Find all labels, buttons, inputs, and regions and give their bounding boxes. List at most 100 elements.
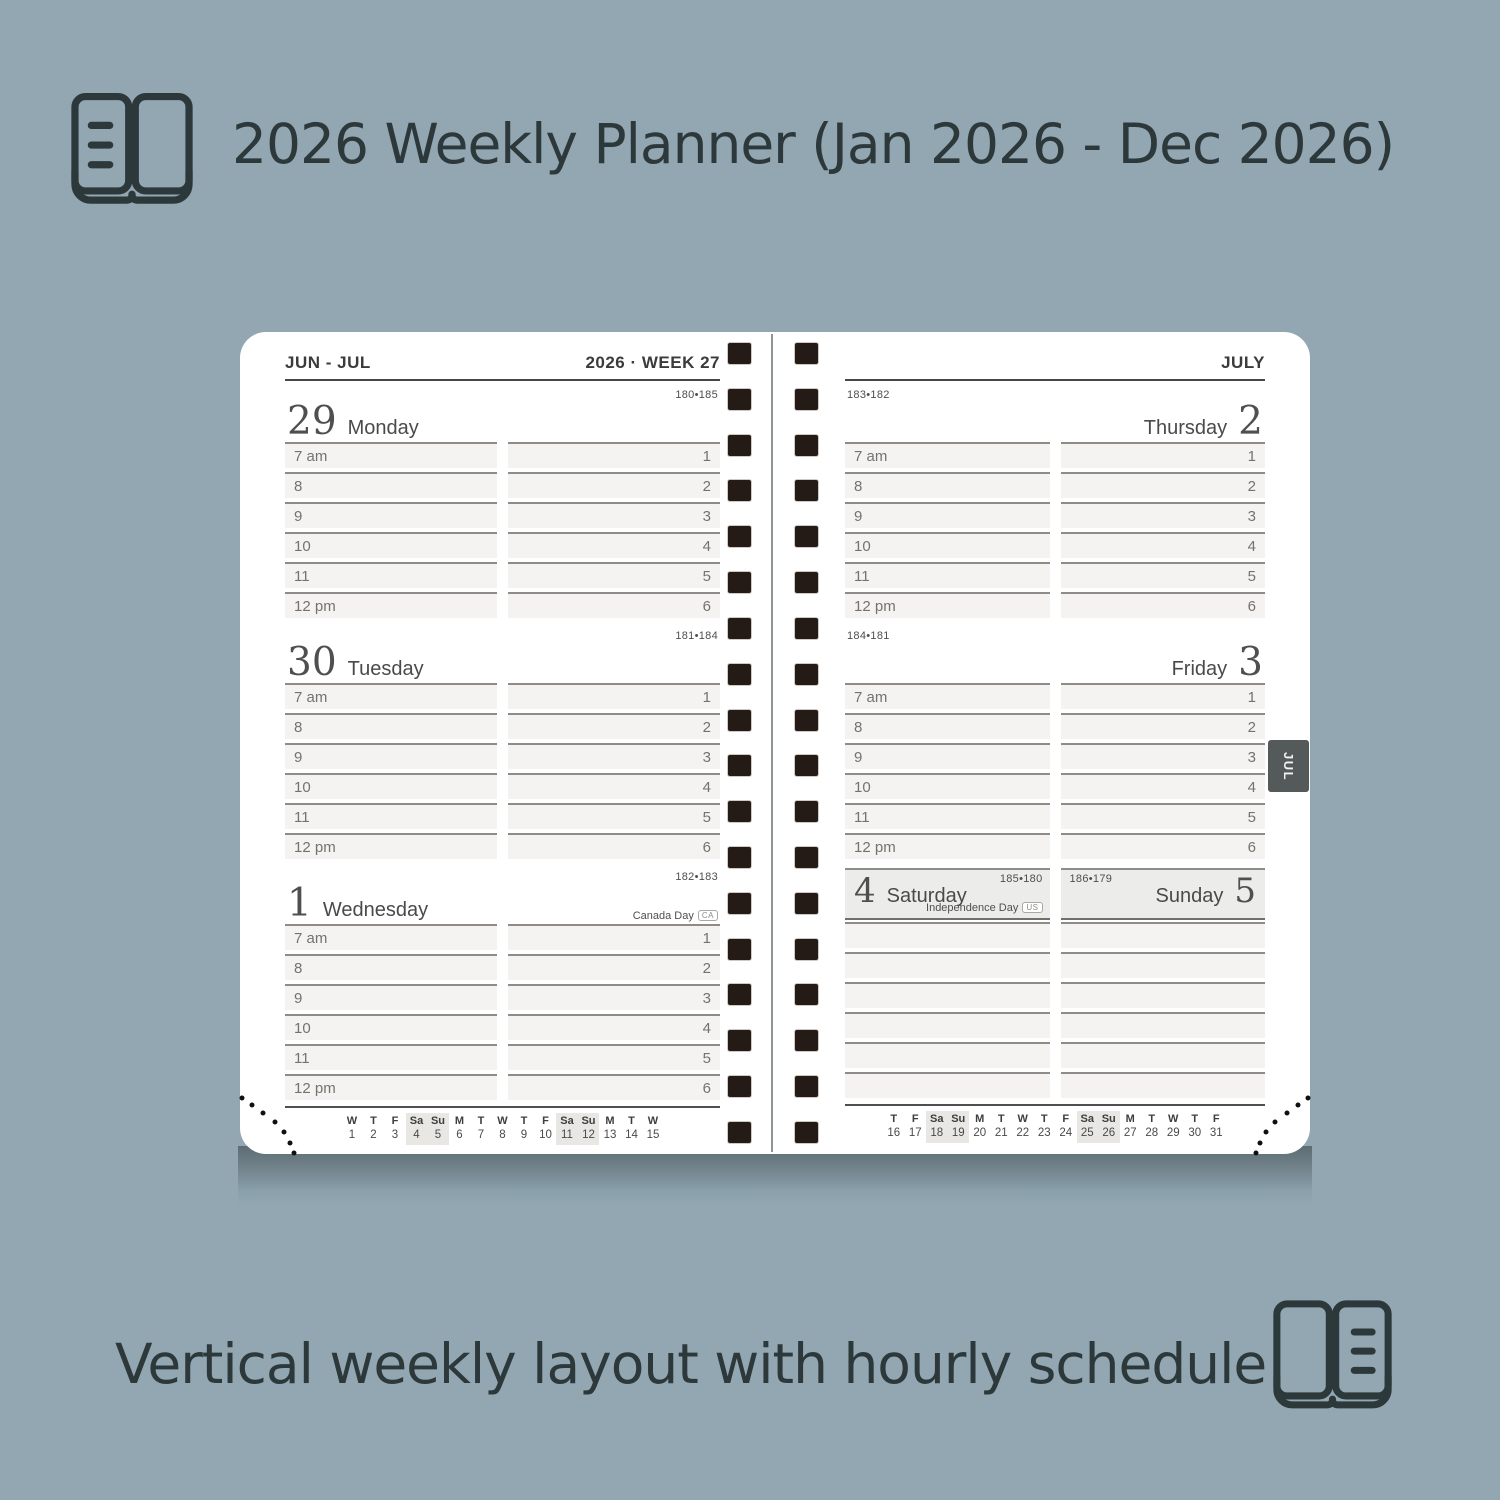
binding-square	[795, 1121, 818, 1143]
time-slot: 12 pm	[845, 833, 1050, 863]
mini-calendar-date: 13	[603, 1129, 617, 1141]
mini-calendar-weekday: M	[1125, 1113, 1135, 1125]
weekend-notes-grid	[845, 922, 1265, 1102]
binding-square	[795, 938, 818, 960]
perforation-dot	[287, 1140, 293, 1146]
time-slot: 9	[285, 502, 497, 532]
blank-slot	[845, 1012, 1050, 1042]
time-slot: 1	[508, 924, 720, 954]
mini-calendar-day: M 13	[599, 1113, 621, 1145]
grid-bottom-rule	[285, 1106, 720, 1108]
mini-calendar-weekday: W	[1017, 1113, 1028, 1125]
time-slot: 2	[508, 713, 720, 743]
binding-square	[728, 846, 751, 868]
day-of-year-pagination: 180•185	[675, 389, 718, 401]
time-slot: 12 pm	[285, 1074, 497, 1104]
binding-square	[728, 572, 751, 594]
binding-square	[795, 984, 818, 1006]
mini-calendar-weekday: Sa	[409, 1115, 424, 1127]
time-slot: 7 am	[845, 442, 1050, 472]
time-slot: 1	[1060, 442, 1265, 472]
mini-calendar-weekday: Sa	[1080, 1113, 1094, 1125]
time-slot: 5	[1060, 803, 1265, 833]
day-of-year-pagination: 185•180	[999, 873, 1043, 885]
morning-column: 7 am 8 9 10 11 12 pm	[285, 442, 497, 622]
time-slot: 2	[508, 954, 720, 984]
mini-calendar-day: Sa 25	[1076, 1111, 1098, 1143]
binding-square	[728, 343, 751, 364]
mini-calendar-date: 28	[1145, 1127, 1159, 1139]
mini-calendar-date: 5	[434, 1129, 442, 1141]
perforation-dot	[1263, 1129, 1269, 1135]
blank-slot	[1060, 1072, 1265, 1102]
perforation-dot	[239, 1095, 245, 1101]
perforation-dot	[1295, 1102, 1301, 1108]
blank-slot	[1060, 922, 1265, 952]
day-title: Friday 3	[1172, 643, 1263, 682]
time-slot: 3	[1060, 743, 1265, 773]
planner-page-right: JULY 183•182 Thursday 2 7 am 8 9 10 11 12 pm 1 2 3 4…	[845, 332, 1265, 1154]
time-slot: 4	[1060, 773, 1265, 803]
day-of-year-pagination: 186•179	[1069, 873, 1113, 885]
mini-calendar-day: F 24	[1055, 1111, 1077, 1143]
day-title: 30 Tuesday	[287, 643, 424, 682]
time-slot: 12 pm	[845, 592, 1050, 622]
binding-square	[795, 709, 818, 731]
holiday-label: Canada Day CA	[633, 910, 718, 922]
mini-calendar-weekday: F	[1212, 1113, 1220, 1125]
morning-column: 7 am 8 9 10 11 12 pm	[845, 442, 1050, 622]
mini-calendar-weekday: T	[997, 1113, 1005, 1125]
holiday-label: Independence Day US	[926, 902, 1043, 914]
day-of-year-pagination: 181•184	[675, 630, 718, 642]
day-name: Sunday	[1155, 885, 1224, 907]
time-slot: 8	[845, 713, 1050, 743]
day-name: Thursday	[1143, 417, 1228, 439]
day-title: 1 Wednesday	[287, 884, 428, 923]
mini-calendar-left: W 1 T 2 F 3 Sa 4 Su 5 M 6 T 7 W 8 T 9 F 10 Sa 11 Su 12 M 13 T 14 W 15	[285, 1113, 720, 1145]
time-slot: 10	[285, 773, 497, 803]
hourly-grid: 7 am 8 9 10 11 12 pm 1 2 3 4 5 6	[845, 442, 1265, 622]
mini-calendar-weekday: Su	[951, 1113, 966, 1125]
time-slot: 3	[1060, 502, 1265, 532]
time-slot: 2	[1060, 713, 1265, 743]
hourly-grid: 7 am 8 9 10 11 12 pm 1 2 3 4 5 6	[285, 924, 720, 1104]
mini-calendar-date: 11	[561, 1129, 573, 1141]
weekend-header-row: 185•180 4 Saturday Independence Day US 186•17…	[845, 868, 1265, 920]
binding-square	[728, 938, 751, 960]
time-slot: 11	[845, 803, 1050, 833]
open-planner-icon	[71, 92, 193, 204]
time-slot: 9	[845, 502, 1050, 532]
mini-calendar-date: 15	[646, 1129, 660, 1141]
binding-square	[795, 388, 818, 410]
mini-calendar-weekday: Sa	[930, 1113, 944, 1125]
day-number: 4	[854, 871, 876, 911]
mini-calendar-date: 25	[1080, 1127, 1094, 1139]
blank-slot	[845, 922, 1050, 952]
morning-column: 7 am 8 9 10 11 12 pm	[845, 683, 1050, 863]
binding-square	[795, 434, 818, 456]
binding-square	[728, 526, 751, 548]
day-name: Friday	[1171, 658, 1228, 680]
time-slot: 8	[845, 472, 1050, 502]
time-slot: 3	[508, 984, 720, 1014]
time-slot: 8	[285, 954, 497, 984]
mini-calendar-weekday: T	[890, 1113, 898, 1125]
perforation-dot	[1305, 1095, 1311, 1101]
time-slot: 4	[508, 1014, 720, 1044]
time-slot: 10	[845, 773, 1050, 803]
mini-calendar-day: Su 26	[1098, 1111, 1120, 1143]
mini-calendar-date: 21	[994, 1127, 1008, 1139]
mini-calendar-date: 19	[951, 1127, 965, 1139]
binding-square	[795, 572, 818, 594]
mini-calendar-weekday: Sa	[560, 1115, 574, 1127]
day-title: Thursday 2	[1144, 402, 1263, 441]
time-slot: 2	[508, 472, 720, 502]
perforation-dot	[1257, 1140, 1263, 1146]
mini-calendar-weekday: T	[370, 1115, 377, 1127]
mini-calendar-weekday: T	[477, 1115, 485, 1127]
